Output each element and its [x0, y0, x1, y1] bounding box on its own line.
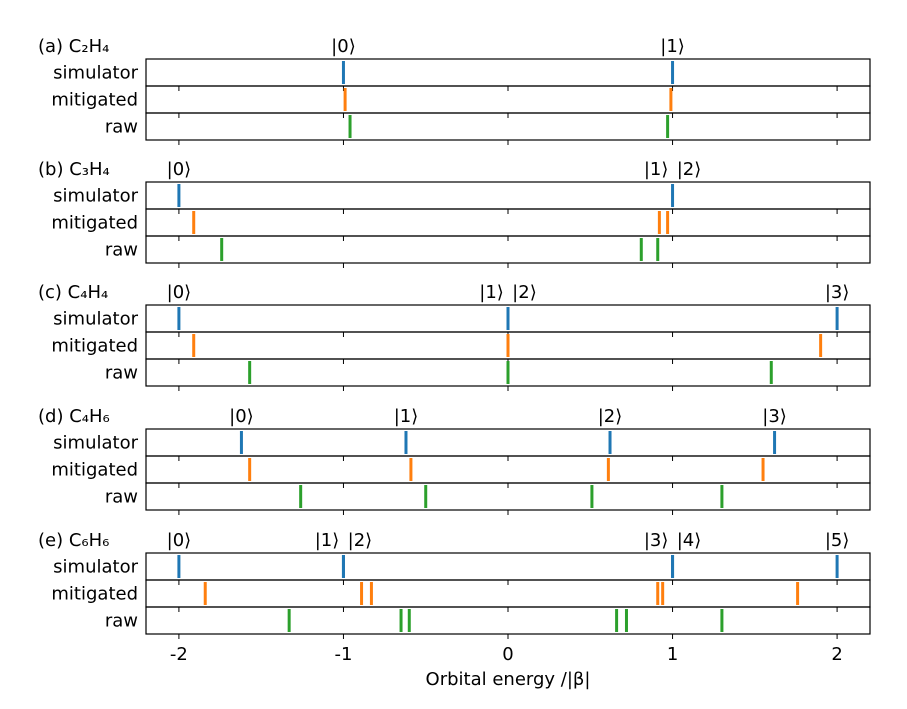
state-label: |0⟩: [331, 36, 356, 57]
state-label: |1⟩: [644, 159, 669, 180]
row-label-mitigated: mitigated: [51, 584, 138, 605]
row-frame: [145, 552, 871, 581]
row-label-simulator: simulator: [53, 63, 138, 84]
row-label-simulator: simulator: [53, 186, 138, 207]
x-tick-label: 2: [831, 644, 842, 665]
state-label: |1⟩: [315, 530, 340, 551]
state-label: |1⟩: [660, 36, 685, 57]
state-label: |1⟩: [394, 406, 419, 427]
x-tick-label: -1: [334, 644, 352, 665]
state-label: |3⟩: [644, 530, 669, 551]
panel-title: (a) C₂H₄: [38, 36, 109, 57]
state-label: |2⟩: [677, 159, 702, 180]
state-label: |2⟩: [512, 282, 537, 303]
row-label-mitigated: mitigated: [51, 213, 138, 234]
panel-title: (c) C₄H₄: [38, 282, 108, 303]
row-label-mitigated: mitigated: [51, 460, 138, 481]
state-label: |0⟩: [167, 530, 192, 551]
row-label-simulator: simulator: [53, 557, 138, 578]
row-frame: [145, 58, 871, 87]
panel-title: (d) C₄H₆: [38, 406, 110, 427]
panel-title: (b) C₃H₄: [38, 159, 110, 180]
panel-title: (e) C₆H₆: [38, 530, 109, 551]
row-frame: [145, 428, 871, 457]
state-label: |1⟩: [479, 282, 504, 303]
row-label-raw: raw: [105, 240, 138, 261]
state-label: |0⟩: [167, 282, 192, 303]
row-label-mitigated: mitigated: [51, 90, 138, 111]
state-label: |2⟩: [598, 406, 623, 427]
x-axis-label: Orbital energy /|β|: [426, 669, 591, 690]
state-label: |4⟩: [677, 530, 702, 551]
state-label: |2⟩: [348, 530, 373, 551]
x-tick-label: 0: [502, 644, 513, 665]
state-label: |0⟩: [229, 406, 254, 427]
row-frame: [145, 181, 871, 210]
state-label: |3⟩: [825, 282, 850, 303]
state-label: |3⟩: [762, 406, 787, 427]
row-label-simulator: simulator: [53, 433, 138, 454]
row-label-raw: raw: [105, 363, 138, 384]
row-label-simulator: simulator: [53, 309, 138, 330]
state-label: |0⟩: [167, 159, 192, 180]
x-tick-label: 1: [667, 644, 678, 665]
row-label-raw: raw: [105, 487, 138, 508]
row-label-raw: raw: [105, 117, 138, 138]
row-label-mitigated: mitigated: [51, 336, 138, 357]
row-label-raw: raw: [105, 611, 138, 632]
state-label: |5⟩: [825, 530, 850, 551]
x-tick-label: -2: [170, 644, 188, 665]
